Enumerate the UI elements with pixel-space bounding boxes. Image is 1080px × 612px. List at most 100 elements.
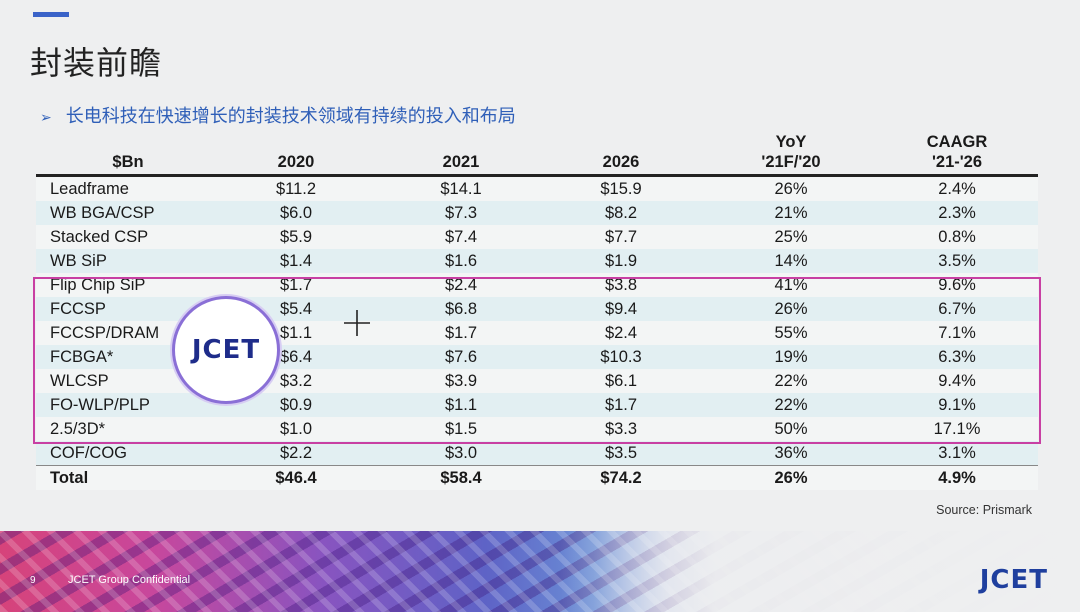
value-cell: $5.9 bbox=[279, 228, 313, 246]
source-note: Source: Prismark bbox=[936, 503, 1032, 517]
value-cell: 19% bbox=[774, 348, 808, 366]
value-cell: $7.3 bbox=[444, 204, 478, 222]
value-cell: $11.2 bbox=[275, 180, 317, 198]
table-row: COF/COG $2.2 $3.0 $3.5 36% 3.1% bbox=[36, 441, 1038, 466]
row-label-cell: FCCSP bbox=[50, 300, 106, 318]
value-cell: 3.1% bbox=[938, 444, 976, 462]
row-label-cell: Flip Chip SiP bbox=[50, 276, 146, 294]
value-cell: $7.7 bbox=[604, 228, 638, 246]
value-cell: $1.1 bbox=[444, 396, 478, 414]
row-label-cell: FCCSP/DRAM bbox=[50, 324, 160, 342]
header-cell: 2026 bbox=[602, 153, 640, 171]
value-cell: $1.6 bbox=[444, 252, 478, 270]
value-cell: $5.4 bbox=[279, 300, 313, 318]
table-row: WB BGA/CSP $6.0 $7.3 $8.2 21% 2.3% bbox=[36, 201, 1038, 225]
row-label-cell: 2.5/3D* bbox=[50, 420, 106, 438]
value-cell: 9.6% bbox=[938, 276, 976, 294]
value-cell: $46.4 bbox=[206, 465, 386, 490]
row-label-cell: FO-WLP/PLP bbox=[50, 396, 150, 414]
value-cell: 22% bbox=[774, 372, 808, 390]
value-cell: $3.2 bbox=[279, 372, 313, 390]
value-cell: 22% bbox=[774, 396, 808, 414]
value-cell: $3.8 bbox=[604, 276, 638, 294]
value-cell: 50% bbox=[774, 420, 808, 438]
value-cell: 41% bbox=[774, 276, 808, 294]
value-cell: $3.5 bbox=[604, 444, 638, 462]
title-accent-bar bbox=[33, 12, 69, 17]
table-header-row: $Bn 2020 2021 2026 YoY '21F/'20 CAAGR '21-… bbox=[36, 132, 1038, 176]
value-cell: $6.0 bbox=[279, 204, 313, 222]
value-cell: 17.1% bbox=[933, 420, 981, 438]
value-cell: $1.9 bbox=[604, 252, 638, 270]
value-cell: 14% bbox=[774, 252, 808, 270]
value-cell: $7.6 bbox=[444, 348, 478, 366]
slide-title: 封装前瞻 bbox=[30, 44, 163, 82]
value-cell: $2.2 bbox=[279, 444, 313, 462]
value-cell: 25% bbox=[774, 228, 808, 246]
value-cell: $3.3 bbox=[604, 420, 638, 438]
page-number: 9 bbox=[30, 575, 36, 586]
value-cell: $2.4 bbox=[444, 276, 478, 294]
value-cell: $74.2 bbox=[536, 465, 706, 490]
table-total-row: Total $46.4 $58.4 $74.2 26% 4.9% bbox=[36, 465, 1038, 490]
value-cell: 26% bbox=[774, 180, 808, 198]
jcet-logo-badge: JCET bbox=[172, 296, 280, 404]
value-cell: $0.9 bbox=[279, 396, 313, 414]
row-label-cell: WLCSP bbox=[50, 372, 109, 390]
header-cell: YoY '21F/'20 bbox=[761, 133, 821, 171]
row-label-cell: Total bbox=[36, 465, 206, 490]
value-cell: $10.3 bbox=[600, 348, 642, 366]
value-cell: 0.8% bbox=[938, 228, 976, 246]
value-cell: $1.1 bbox=[279, 324, 313, 342]
value-cell: $2.4 bbox=[604, 324, 638, 342]
value-cell: $6.8 bbox=[444, 300, 478, 318]
value-cell: 21% bbox=[774, 204, 808, 222]
confidential-label: JCET Group Confidential bbox=[68, 574, 191, 586]
value-cell: 4.9% bbox=[876, 465, 1038, 490]
bullet-point: ➢ 长电科技在快速增长的封装技术领域有持续的投入和布局 bbox=[40, 102, 516, 128]
row-label-cell: Leadframe bbox=[50, 180, 129, 198]
table-row: WB SiP $1.4 $1.6 $1.9 14% 3.5% bbox=[36, 249, 1038, 273]
value-cell: $3.9 bbox=[444, 372, 478, 390]
value-cell: $1.5 bbox=[444, 420, 478, 438]
value-cell: $1.7 bbox=[604, 396, 638, 414]
value-cell: 26% bbox=[774, 300, 808, 318]
value-cell: $58.4 bbox=[386, 465, 536, 490]
packaging-market-table: $Bn 2020 2021 2026 YoY '21F/'20 CAAGR '21-… bbox=[36, 132, 1038, 490]
value-cell: $1.7 bbox=[279, 276, 313, 294]
value-cell: $6.1 bbox=[604, 372, 638, 390]
value-cell: 9.1% bbox=[938, 396, 976, 414]
arrow-bullet-icon: ➢ bbox=[40, 110, 52, 126]
value-cell: 6.7% bbox=[938, 300, 976, 318]
table-row: Stacked CSP $5.9 $7.4 $7.7 25% 0.8% bbox=[36, 225, 1038, 249]
value-cell: $8.2 bbox=[604, 204, 638, 222]
value-cell: $15.9 bbox=[600, 180, 642, 198]
bullet-text: 长电科技在快速增长的封装技术领域有持续的投入和布局 bbox=[65, 106, 516, 127]
value-cell: $9.4 bbox=[604, 300, 638, 318]
row-label-cell: WB BGA/CSP bbox=[50, 204, 155, 222]
value-cell: $1.0 bbox=[279, 420, 313, 438]
table-row: FO-WLP/PLP $0.9 $1.1 $1.7 22% 9.1% bbox=[36, 393, 1038, 417]
header-cell: 2021 bbox=[442, 153, 480, 171]
value-cell: 55% bbox=[774, 324, 808, 342]
header-cell: $Bn bbox=[112, 153, 144, 171]
value-cell: 2.4% bbox=[938, 180, 976, 198]
value-cell: 6.3% bbox=[938, 348, 976, 366]
table-row: 2.5/3D* $1.0 $1.5 $3.3 50% 17.1% bbox=[36, 417, 1038, 441]
row-label-cell: WB SiP bbox=[50, 252, 107, 270]
value-cell: 2.3% bbox=[938, 204, 976, 222]
value-cell: 3.5% bbox=[938, 252, 976, 270]
jcet-footer-logo: JCET bbox=[979, 565, 1048, 595]
value-cell: 7.1% bbox=[938, 324, 976, 342]
header-cell: 2020 bbox=[277, 153, 315, 171]
value-cell: $14.1 bbox=[440, 180, 482, 198]
header-cell: CAAGR '21-'26 bbox=[926, 133, 988, 171]
value-cell: $3.0 bbox=[444, 444, 478, 462]
value-cell: $6.4 bbox=[279, 348, 313, 366]
value-cell: $1.7 bbox=[444, 324, 478, 342]
crosshair-cursor-icon bbox=[344, 310, 370, 336]
jcet-logo-text: JCET bbox=[191, 335, 261, 365]
footer-banner: 9 JCET Group Confidential JCET bbox=[0, 531, 1080, 612]
row-label-cell: Stacked CSP bbox=[50, 228, 149, 246]
table-row: Flip Chip SiP $1.7 $2.4 $3.8 41% 9.6% bbox=[36, 273, 1038, 297]
